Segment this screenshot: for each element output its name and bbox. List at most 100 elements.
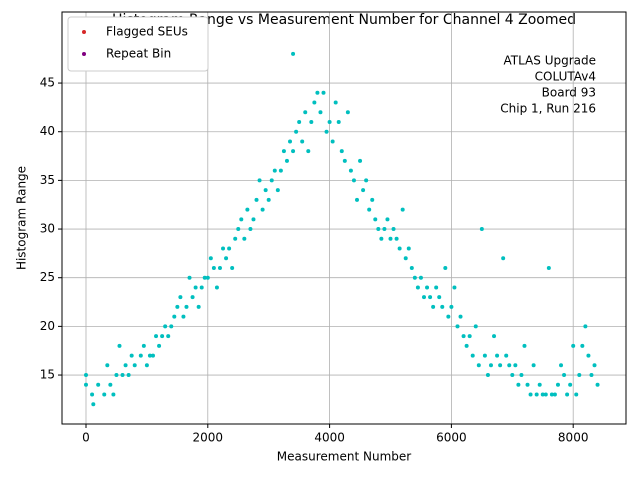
y-tick-label: 40 bbox=[40, 124, 55, 138]
data-point bbox=[306, 149, 311, 154]
data-point bbox=[181, 314, 186, 319]
data-point bbox=[559, 363, 564, 368]
data-point bbox=[421, 295, 426, 300]
data-point bbox=[461, 334, 466, 339]
data-point bbox=[348, 168, 353, 173]
data-point bbox=[351, 178, 356, 183]
data-point bbox=[443, 265, 448, 270]
data-point bbox=[370, 197, 375, 202]
data-point bbox=[479, 227, 484, 232]
data-point bbox=[288, 139, 293, 144]
data-point bbox=[394, 236, 399, 241]
data-point bbox=[251, 217, 256, 222]
data-point bbox=[272, 168, 277, 173]
data-point bbox=[132, 363, 137, 368]
data-point bbox=[221, 246, 226, 251]
data-point bbox=[543, 392, 548, 397]
data-point bbox=[412, 275, 417, 280]
data-point bbox=[312, 100, 317, 105]
data-point bbox=[169, 324, 174, 329]
data-point bbox=[531, 363, 536, 368]
y-tick-label: 45 bbox=[40, 76, 55, 90]
data-point bbox=[568, 382, 573, 387]
data-point bbox=[488, 363, 493, 368]
data-point bbox=[595, 382, 600, 387]
data-point bbox=[406, 246, 411, 251]
data-point bbox=[227, 246, 232, 251]
data-point bbox=[324, 129, 329, 134]
data-point bbox=[333, 100, 338, 105]
data-point bbox=[364, 178, 369, 183]
x-tick-label: 0 bbox=[82, 431, 90, 445]
data-point bbox=[120, 373, 125, 378]
y-tick-label: 35 bbox=[40, 173, 55, 187]
data-point bbox=[367, 207, 372, 212]
x-tick-label: 8000 bbox=[558, 431, 589, 445]
data-point bbox=[208, 256, 213, 261]
data-point bbox=[464, 343, 469, 348]
data-point bbox=[504, 353, 509, 358]
data-point bbox=[485, 373, 490, 378]
data-point bbox=[211, 265, 216, 270]
data-point bbox=[580, 343, 585, 348]
data-point bbox=[510, 373, 515, 378]
data-point bbox=[318, 110, 323, 115]
data-point bbox=[123, 363, 128, 368]
data-point bbox=[178, 295, 183, 300]
x-axis-label: Measurement Number bbox=[277, 450, 411, 464]
data-point bbox=[126, 373, 131, 378]
data-point bbox=[291, 149, 296, 154]
data-point bbox=[96, 382, 101, 387]
data-point bbox=[534, 392, 539, 397]
y-tick-label: 20 bbox=[40, 319, 55, 333]
data-point bbox=[345, 110, 350, 115]
data-point bbox=[114, 373, 119, 378]
data-point bbox=[144, 363, 149, 368]
data-point bbox=[546, 265, 551, 270]
data-point bbox=[90, 392, 95, 397]
data-point bbox=[236, 227, 241, 232]
data-point bbox=[217, 265, 222, 270]
data-point bbox=[163, 324, 168, 329]
data-point bbox=[260, 207, 265, 212]
data-point bbox=[199, 285, 204, 290]
data-point bbox=[239, 217, 244, 222]
data-point bbox=[522, 343, 527, 348]
legend-box bbox=[67, 16, 209, 72]
data-point bbox=[117, 343, 122, 348]
data-point bbox=[537, 382, 542, 387]
annotation: Chip 1, Run 216 bbox=[500, 102, 596, 116]
data-point bbox=[379, 236, 384, 241]
data-point bbox=[571, 343, 576, 348]
data-point bbox=[108, 382, 113, 387]
data-point bbox=[516, 382, 521, 387]
data-point bbox=[141, 343, 146, 348]
data-point bbox=[242, 236, 247, 241]
legend-marker bbox=[82, 30, 86, 34]
data-point bbox=[415, 285, 420, 290]
data-point bbox=[562, 373, 567, 378]
data-point bbox=[418, 275, 423, 280]
data-point bbox=[157, 343, 162, 348]
data-point bbox=[327, 119, 332, 124]
annotation: COLUTAv4 bbox=[535, 70, 596, 84]
data-point bbox=[129, 353, 134, 358]
data-point bbox=[540, 392, 545, 397]
data-point bbox=[592, 363, 597, 368]
data-point bbox=[519, 373, 524, 378]
data-point bbox=[175, 304, 180, 309]
data-point bbox=[147, 353, 152, 358]
data-point bbox=[315, 90, 320, 95]
data-point bbox=[400, 207, 405, 212]
data-point bbox=[224, 256, 229, 261]
data-point bbox=[397, 246, 402, 251]
data-point bbox=[555, 382, 560, 387]
data-point bbox=[336, 119, 341, 124]
data-point bbox=[154, 334, 159, 339]
data-point bbox=[589, 373, 594, 378]
data-point bbox=[549, 392, 554, 397]
data-point bbox=[577, 373, 582, 378]
data-point bbox=[434, 285, 439, 290]
data-point bbox=[278, 168, 283, 173]
